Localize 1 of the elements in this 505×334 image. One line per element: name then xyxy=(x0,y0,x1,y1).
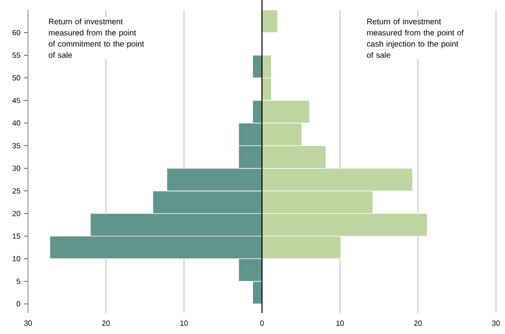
bar xyxy=(262,10,278,33)
